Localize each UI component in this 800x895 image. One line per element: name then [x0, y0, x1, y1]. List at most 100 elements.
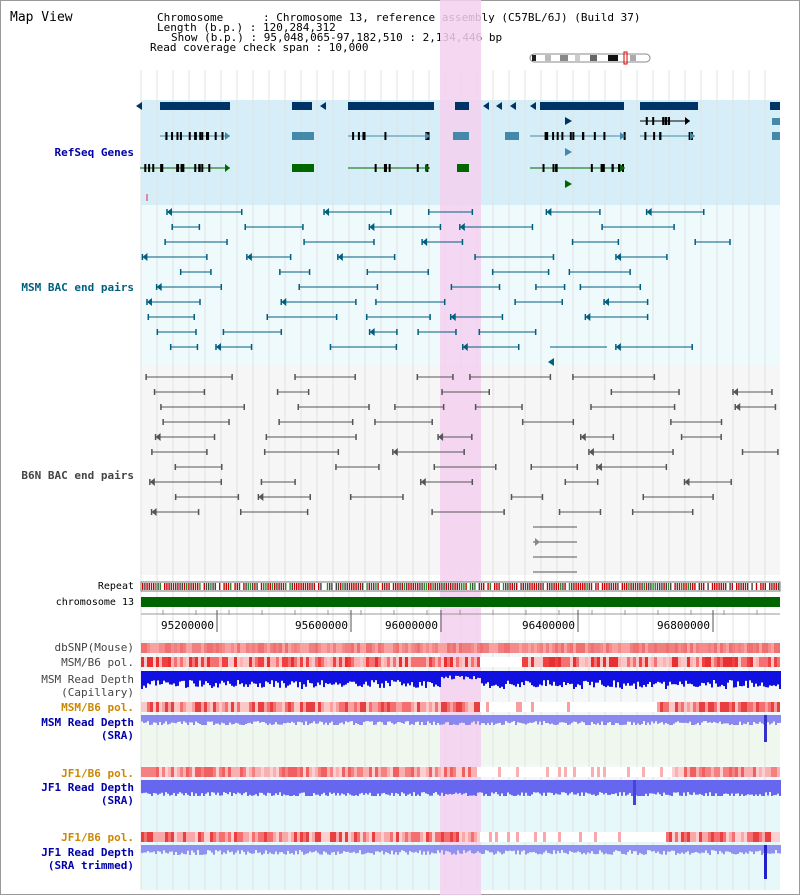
dbsnp-cell: [747, 643, 750, 653]
msm-depth-capillary-bar: [699, 671, 701, 686]
jf1-depth-sra-bar: [261, 780, 263, 793]
msm-depth-sra-bar: [651, 715, 653, 722]
jf1-trimmed-pol-cell: [438, 832, 441, 842]
jf1-pol-cell: [162, 767, 165, 777]
jf1-trimmed-pol-cell: [693, 832, 696, 842]
track-label-msm-bac[interactable]: MSM BAC end pairs: [21, 281, 134, 294]
jf1-pol-cell: [231, 767, 234, 777]
repeat-element: [307, 583, 309, 590]
jf1-depth-trimmed-bar: [145, 845, 147, 853]
jf1-pol-cell: [621, 767, 624, 777]
msm-depth-capillary-bar: [171, 671, 173, 685]
dbsnp-cell: [702, 643, 705, 653]
jf1-pol-cell: [219, 767, 222, 777]
msm-depth-sra-bar: [571, 715, 573, 723]
msm-depth-capillary-bar: [355, 671, 357, 684]
msm-depth-capillary-bar: [507, 671, 509, 681]
jf1-trimmed-pol-cell: [594, 832, 597, 842]
jf1-depth-trimmed-bar: [319, 845, 321, 855]
msm-depth-capillary-bar: [677, 671, 679, 686]
jf1-depth-trimmed-bar: [635, 845, 637, 852]
msm-pol-cell: [774, 657, 777, 667]
jf1-depth-trimmed-bar: [735, 845, 737, 855]
msm-depth-sra-bar: [297, 715, 299, 722]
msm-depth-sra-bar: [531, 715, 533, 723]
dbsnp-cell: [249, 643, 252, 653]
track-label-msm-depth-capillary-sub: (Capillary): [61, 686, 134, 699]
track-label-refseq[interactable]: RefSeq Genes: [54, 146, 134, 159]
msm-depth-capillary-bar: [451, 671, 453, 680]
msm-depth-capillary-bar: [533, 671, 535, 687]
jf1-depth-trimmed-bar: [747, 845, 749, 854]
jf1-trimmed-pol-cell: [243, 832, 246, 842]
msm-pol-cell: [687, 657, 690, 667]
jf1-depth-trimmed-bar: [561, 845, 563, 851]
dbsnp-cell: [420, 643, 423, 653]
dbsnp-cell: [618, 643, 621, 653]
msm-sra-pol-cell: [225, 702, 228, 712]
jf1-depth-trimmed-bar: [325, 845, 327, 853]
msm-pol-cell: [489, 657, 492, 667]
jf1-depth-trimmed-bar: [493, 845, 495, 855]
msm-depth-capillary-bar: [709, 671, 711, 684]
jf1-depth-trimmed-bar: [717, 845, 719, 855]
jf1-pol-cell: [504, 767, 507, 777]
msm-sra-pol-cell: [573, 702, 576, 712]
repeat-element: [694, 583, 696, 590]
repeat-element: [243, 583, 245, 590]
msm-sra-pol-cell: [777, 702, 780, 712]
msm-depth-capillary-bar: [227, 671, 229, 682]
jf1-depth-trimmed-bar: [663, 845, 665, 852]
msm-depth-sra-bar: [659, 715, 661, 723]
jf1-depth-trimmed-bar: [327, 845, 329, 855]
msm-depth-capillary-bar: [259, 671, 261, 684]
jf1-trimmed-pol-cell: [444, 832, 447, 842]
msm-depth-capillary-bar: [437, 671, 439, 687]
jf1-depth-sra-bar: [257, 780, 259, 796]
jf1-depth-sra-bar: [581, 780, 583, 793]
msm-depth-sra-bar: [679, 715, 681, 723]
msm-sra-pol-cell: [162, 702, 165, 712]
dbsnp-cell: [666, 643, 669, 653]
msm-depth-capillary-bar: [767, 671, 769, 688]
jf1-depth-sra-bar: [325, 780, 327, 796]
jf1-pol-cell: [174, 767, 177, 777]
gene-exon: [182, 164, 185, 172]
jf1-trimmed-pol-cell: [228, 832, 231, 842]
repeat-element: [320, 583, 322, 590]
msm-sra-pol-cell: [222, 702, 225, 712]
msm-depth-sra-bar: [481, 715, 483, 724]
msm-depth-sra-bar: [503, 715, 505, 725]
track-label-b6n-bac[interactable]: B6N BAC end pairs: [21, 469, 134, 482]
msm-depth-capillary-bar: [637, 671, 639, 682]
track-label-jf1-pol-trimmed: JF1/B6 pol.: [61, 831, 134, 844]
jf1-depth-trimmed-bar: [665, 845, 667, 855]
dbsnp-cell: [321, 643, 324, 653]
msm-depth-sra-bar: [577, 715, 579, 724]
dbsnp-cell: [513, 643, 516, 653]
jf1-pol-cell: [156, 767, 159, 777]
jf1-depth-sra-bar: [391, 780, 393, 793]
msm-depth-sra-bar: [387, 715, 389, 722]
msm-sra-pol-cell: [768, 702, 771, 712]
jf1-trimmed-pol-cell: [246, 832, 249, 842]
jf1-depth-sra-bar: [583, 780, 585, 796]
dbsnp-cell: [291, 643, 294, 653]
msm-depth-sra-bar: [587, 715, 589, 725]
gene-exon: [659, 132, 662, 140]
jf1-depth-sra-bar: [729, 780, 731, 796]
msm-pol-cell: [732, 657, 735, 667]
jf1-depth-trimmed-bar: [307, 845, 309, 854]
msm-pol-cell: [372, 657, 375, 667]
jf1-depth-sra-bar: [189, 780, 191, 796]
msm-sra-pol-cell: [711, 702, 714, 712]
repeat-element: [210, 583, 212, 590]
msm-sra-pol-cell: [345, 702, 348, 712]
jf1-depth-trimmed-bar: [365, 845, 367, 854]
msm-depth-sra-bar: [689, 715, 691, 722]
jf1-trimmed-pol-cell: [414, 832, 417, 842]
msm-sra-pol-cell: [618, 702, 621, 712]
msm-pol-cell: [462, 657, 465, 667]
jf1-depth-sra-bar: [761, 780, 763, 796]
